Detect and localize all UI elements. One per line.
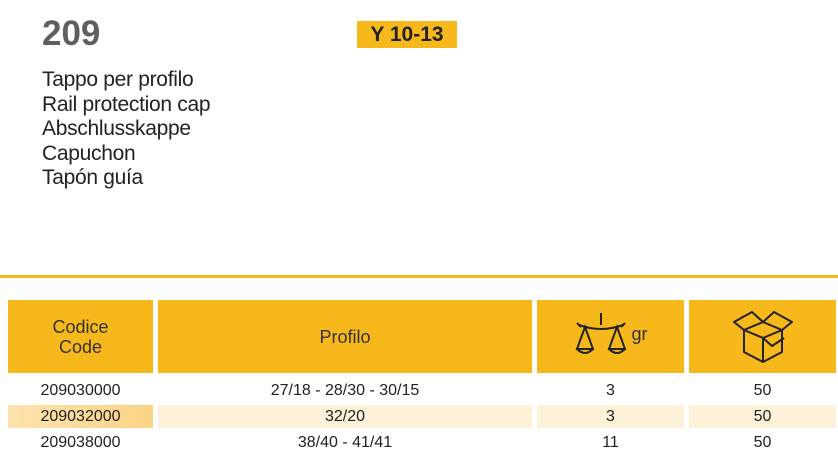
cell-code: 209032000 (8, 405, 153, 428)
cell-weight: 3 (606, 381, 615, 399)
cell-code: 209030000 (40, 381, 121, 399)
box-icon (732, 310, 793, 363)
name-fr: Capuchon (42, 141, 136, 165)
header-code-line1: Codice (52, 316, 109, 337)
weight-unit: gr (631, 323, 648, 344)
range-badge: Y 10-13 (357, 21, 457, 48)
header-profile: Profilo (158, 300, 532, 373)
name-es: Tapón guía (42, 166, 143, 190)
name-en: Rail protection cap (42, 92, 211, 116)
cell-weight: 3 (537, 405, 684, 428)
cell-weight: 11 (602, 433, 619, 451)
header-weight: gr (537, 300, 684, 373)
name-it: Tappo per profilo (42, 68, 194, 91)
divider (0, 275, 838, 278)
name-de: Abschlusskappe (42, 117, 191, 141)
header-code-line2: Code (58, 336, 103, 357)
product-names: Tappo per profilo Rail protection cap Ab… (42, 68, 211, 191)
header-code: Codice Code (8, 300, 153, 373)
cell-profile: 38/40 - 41/41 (297, 433, 393, 451)
product-code: 209 (42, 14, 101, 53)
cell-profile: 32/20 (158, 405, 532, 428)
cell-pack: 50 (753, 381, 772, 399)
cell-pack: 50 (753, 433, 772, 451)
header-package (689, 300, 836, 373)
cell-pack: 50 (689, 405, 836, 428)
cell-profile: 27/18 - 28/30 - 30/15 (270, 381, 420, 399)
cell-code: 209038000 (40, 433, 121, 451)
scale-icon (576, 312, 627, 354)
